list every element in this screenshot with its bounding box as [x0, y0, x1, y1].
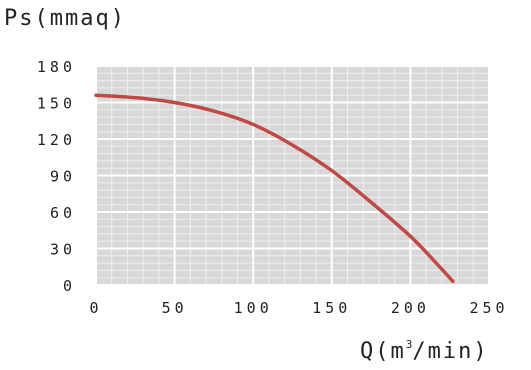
x-tick-label: 100 [234, 299, 273, 317]
x-axis-label: Q(m3/min) [360, 338, 489, 364]
y-tick-label: 90 [50, 168, 76, 186]
y-axis-label: Ps(mmaq) [4, 6, 126, 31]
x-tick-label: 250 [469, 299, 508, 317]
x-axis-label-rest: /min) [412, 339, 489, 364]
plot-area [94, 65, 490, 286]
tick-labels: 0 30 60 90 120 150 180 0 50 100 150 200 250 [37, 58, 508, 317]
x-tick-label: 50 [162, 299, 188, 317]
series-line-0 [94, 93, 455, 284]
y-tick-label: 150 [37, 95, 76, 113]
x-axis-label-base: Q(m [360, 339, 406, 364]
x-axis-label-superscript: 3 [405, 338, 413, 351]
y-tick-label: 180 [37, 58, 76, 76]
y-tick-label: 120 [37, 131, 76, 149]
x-tick-label: 200 [391, 299, 430, 317]
y-tick-label: 60 [50, 204, 76, 222]
x-tick-label: 150 [312, 299, 351, 317]
y-tick-label: 0 [63, 277, 76, 295]
y-tick-label: 30 [50, 241, 76, 259]
x-tick-label: 0 [89, 299, 102, 317]
